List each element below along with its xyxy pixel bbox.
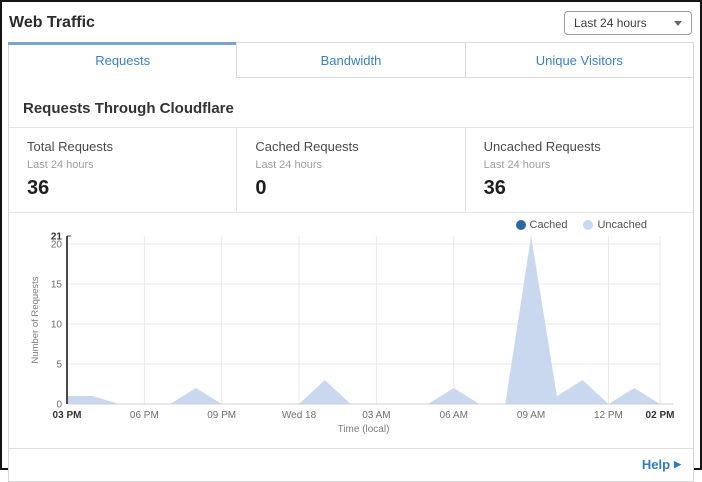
area-series-uncached xyxy=(67,236,660,404)
stat-period: Last 24 hours xyxy=(483,159,551,171)
y-tick-label: 0 xyxy=(56,400,62,411)
stat-total-requests: Total Requests Last 24 hours 36 xyxy=(9,128,236,212)
x-tick-label: 06 AM xyxy=(440,410,468,421)
time-range-value: Last 24 hours xyxy=(574,16,647,30)
y-max-label: 21 xyxy=(51,232,63,243)
help-link[interactable]: Help ▶ xyxy=(642,457,681,472)
stat-cached-requests: Cached Requests Last 24 hours 0 xyxy=(236,128,464,212)
tab-requests[interactable]: Requests xyxy=(7,42,238,78)
stat-value: 0 xyxy=(255,177,267,199)
x-axis-title: Time (local) xyxy=(338,424,390,435)
y-tick-label: 10 xyxy=(51,320,63,331)
x-tick-label: 09 AM xyxy=(517,410,545,421)
y-tick-label: 5 xyxy=(56,360,62,371)
section-heading: Requests Through Cloudflare xyxy=(23,100,234,117)
x-tick-label: 03 PM xyxy=(53,410,82,421)
x-tick-label: Wed 18 xyxy=(282,410,317,421)
stat-uncached-requests: Uncached Requests Last 24 hours 36 xyxy=(464,128,693,212)
card-footer: Help ▶ xyxy=(9,448,693,481)
play-right-icon: ▶ xyxy=(674,459,681,469)
stat-label: Cached Requests xyxy=(255,139,359,154)
tab-bandwidth[interactable]: Bandwidth xyxy=(236,42,465,78)
stat-period: Last 24 hours xyxy=(27,159,94,171)
tab-bar: Requests Bandwidth Unique Visitors xyxy=(7,42,693,78)
page-title: Web Traffic xyxy=(9,14,95,31)
y-tick-label: 20 xyxy=(51,240,63,251)
legend-dot-cached xyxy=(515,220,526,230)
x-tick-label: 09 PM xyxy=(207,410,236,421)
x-tick-label: 02 PM xyxy=(646,410,675,421)
caret-down-icon xyxy=(674,20,682,26)
legend-label: Uncached xyxy=(597,219,647,231)
stat-value: 36 xyxy=(483,177,506,199)
y-axis-title: Number of Requests xyxy=(30,276,41,363)
traffic-card: Requests Bandwidth Unique Visitors Request… xyxy=(7,42,694,482)
panel-header: Web Traffic Last 24 hours xyxy=(2,2,700,42)
help-label: Help xyxy=(641,457,671,472)
tab-unique-visitors[interactable]: Unique Visitors xyxy=(464,42,693,78)
x-tick-label: 12 PM xyxy=(594,410,623,421)
time-range-dropdown[interactable]: Last 24 hours xyxy=(564,11,692,35)
legend-item-cached[interactable]: Cached xyxy=(515,219,568,231)
stat-label: Uncached Requests xyxy=(483,139,601,154)
chart-section: Cached Uncached 0 5 10 15 20 21 03 PM 06 PM 09 PM… xyxy=(9,213,693,448)
x-tick-label: 03 AM xyxy=(362,410,390,421)
legend-label: Cached xyxy=(529,219,568,231)
stat-label: Total Requests xyxy=(27,139,113,154)
chart-legend: Cached Uncached xyxy=(515,219,647,231)
x-tick-label: 06 PM xyxy=(130,410,159,421)
legend-dot-uncached xyxy=(583,220,594,230)
stat-period: Last 24 hours xyxy=(255,159,322,171)
y-tick-label: 15 xyxy=(51,280,63,291)
legend-item-uncached[interactable]: Uncached xyxy=(583,219,647,231)
stat-value: 36 xyxy=(27,177,50,199)
stats-row: Total Requests Last 24 hours 36 Cached Requ… xyxy=(9,127,693,213)
